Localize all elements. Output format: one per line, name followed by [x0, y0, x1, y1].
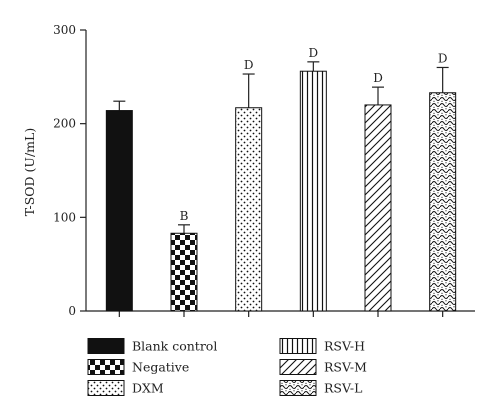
legend-item: Blank control [87, 338, 217, 354]
bar [105, 110, 133, 312]
legend-swatch [279, 359, 317, 375]
legend-label: DXM [132, 381, 164, 396]
bar-group: D [299, 46, 327, 312]
bar [170, 232, 198, 312]
y-tick-label: 300 [53, 23, 76, 37]
legend-swatch [87, 380, 125, 396]
legend-item: RSV-H [279, 338, 365, 354]
legend-label: RSV-L [324, 381, 362, 396]
legend-item: Negative [87, 359, 189, 375]
legend-item: RSV-M [279, 359, 367, 375]
bar-group [105, 100, 133, 312]
legend-swatch [279, 380, 317, 396]
significance-label: D [438, 51, 448, 65]
significance-label: D [244, 58, 254, 72]
y-tick-label: 200 [53, 117, 76, 131]
y-tick-label: 100 [53, 210, 76, 224]
significance-label: B [180, 209, 189, 223]
significance-label: D [373, 71, 383, 85]
bar [364, 104, 392, 312]
y-axis-label: T-SOD (U/mL) [22, 128, 37, 216]
bars-group: B D D D D [105, 46, 457, 312]
legend-label: RSV-H [324, 339, 365, 354]
bar-group: D [429, 51, 457, 312]
legend-label: Negative [132, 360, 189, 375]
bar [429, 92, 457, 312]
y-tick-label: 0 [68, 304, 76, 318]
legend-swatch [279, 338, 317, 354]
bar-group: D [235, 58, 263, 312]
legend-item: DXM [87, 380, 164, 396]
legend-swatch [87, 359, 125, 375]
legend-label: RSV-M [324, 360, 367, 375]
legend: Blank control Negative DXM RSV-H RSV-M RSV-L [87, 338, 367, 396]
x-axis [86, 310, 475, 317]
bar [235, 107, 263, 312]
legend-swatch [87, 338, 125, 354]
bar [299, 70, 327, 312]
significance-label: D [309, 46, 319, 60]
legend-label: Blank control [132, 339, 217, 354]
bar-group: B [170, 209, 198, 312]
bar-group: D [364, 71, 392, 312]
y-axis: 0 100 200 300 [53, 23, 87, 318]
legend-item: RSV-L [279, 380, 362, 396]
